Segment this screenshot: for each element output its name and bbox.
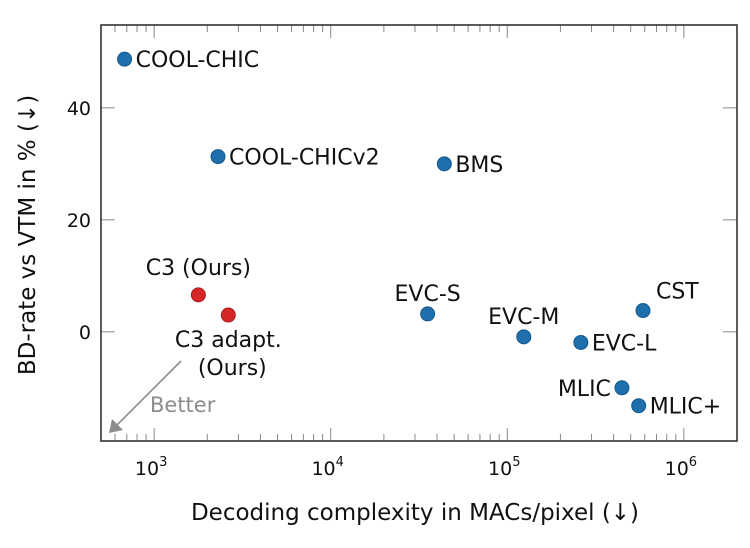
x-tick-label: 103	[135, 455, 167, 480]
x-tick-base: 10	[311, 458, 335, 480]
better-label: Better	[150, 393, 216, 417]
x-tick-exponent: 5	[512, 455, 520, 470]
point-label: EVC-L	[592, 331, 657, 356]
point-label: COOL-CHICv2	[229, 146, 380, 171]
point-evc-s	[420, 306, 436, 322]
x-tick-base: 10	[488, 458, 512, 480]
point-cst	[635, 303, 651, 319]
data-points	[117, 51, 651, 414]
x-tick-label: 104	[311, 455, 343, 480]
point-mlic	[614, 380, 630, 396]
point-label: CST	[656, 280, 699, 305]
point-cool-chic	[117, 51, 133, 67]
point-label: C3 (Ours)	[146, 256, 251, 281]
y-axis-title: BD-rate vs VTM in % (↓)	[15, 95, 41, 375]
x-tick-exponent: 4	[336, 455, 344, 470]
better-annotation: Better	[109, 360, 216, 433]
point-c3-ours	[190, 287, 206, 303]
point-c3-adapt-ours	[220, 307, 236, 323]
point-mlic	[631, 398, 647, 414]
y-tick-label: 20	[67, 210, 91, 232]
better-arrow	[113, 360, 182, 429]
x-tick-label: 106	[665, 455, 697, 480]
point-label-line: (Ours)	[198, 356, 267, 381]
x-tick-label: 105	[488, 455, 520, 480]
point-evc-l	[573, 334, 589, 350]
y-tick-label: 40	[67, 98, 91, 120]
point-label-line: C3 adapt.	[175, 328, 282, 353]
point-label: BMS	[455, 153, 503, 178]
point-evc-m	[516, 329, 532, 345]
point-label: EVC-M	[488, 305, 559, 330]
point-label: COOL-CHIC	[136, 48, 260, 73]
point-bms	[436, 156, 452, 172]
x-tick-exponent: 3	[159, 455, 167, 470]
x-axis-title: Decoding complexity in MACs/pixel (↓)	[191, 500, 639, 526]
point-label: EVC-S	[395, 282, 461, 307]
better-arrowhead-icon	[109, 419, 123, 433]
x-tick-base: 10	[135, 458, 159, 480]
plot-frame	[100, 24, 738, 442]
point-label: MLIC	[558, 377, 611, 402]
x-tick-base: 10	[665, 458, 689, 480]
point-labels: COOL-CHIC COOL-CHICv2 BMS C3 (Ours) C3 adapt…	[136, 48, 722, 420]
point-cool-chicv2	[210, 149, 226, 165]
x-tick-exponent: 6	[689, 455, 697, 470]
y-tick-label: 0	[79, 322, 91, 344]
point-label: MLIC+	[650, 395, 722, 420]
point-label: C3 adapt. (Ours)	[175, 328, 282, 381]
